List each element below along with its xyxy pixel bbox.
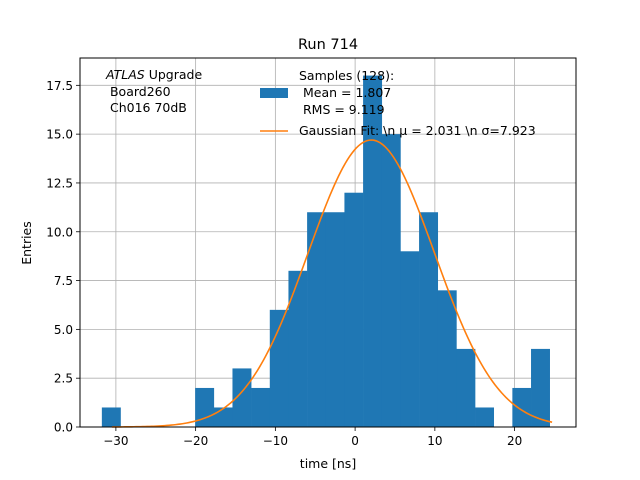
y-tick-label: 17.5	[46, 79, 73, 93]
atlas-label: ATLAS	[105, 67, 145, 82]
legend-samples-line-1: Samples (128):	[299, 68, 394, 83]
histogram-bar	[344, 192, 364, 427]
y-tick-label: 5.0	[54, 323, 73, 337]
x-tick-label: −30	[103, 434, 128, 448]
histogram-bar	[363, 75, 383, 428]
x-axis-ticks: −30 −20 −10 0 10 20	[103, 427, 522, 448]
legend: Samples (128): Mean = 1.807 RMS = 9.119 …	[260, 68, 536, 138]
y-tick-label: 0.0	[54, 421, 73, 435]
histogram-bar	[456, 348, 476, 427]
histogram-bar	[400, 251, 420, 427]
gaussian-fit-line	[111, 139, 553, 428]
histogram-bar	[101, 407, 121, 427]
annotation-line-3: Ch016 70dB	[106, 100, 187, 115]
atlas-annotation: ATLAS Upgrade Board260 Ch016 70dB	[105, 67, 202, 115]
y-axis-label: Entries	[19, 221, 34, 265]
gaussian-fit-layer	[111, 139, 553, 428]
x-tick-label: 20	[507, 434, 522, 448]
x-tick-label: −20	[183, 434, 208, 448]
x-tick-label: 0	[351, 434, 359, 448]
y-tick-label: 15.0	[46, 128, 73, 142]
y-tick-label: 10.0	[46, 225, 73, 239]
axes-frame	[79, 57, 577, 428]
histogram-bar	[381, 134, 401, 427]
y-tick-label: 7.5	[54, 274, 73, 288]
x-axis-label: time [ns]	[300, 456, 356, 471]
histogram-bar	[195, 387, 215, 427]
annotation-line-1: ATLAS Upgrade	[105, 67, 202, 82]
annotation-line-2: Board260	[106, 84, 171, 99]
histogram-bar	[419, 212, 439, 427]
chart-title: Run 714	[298, 37, 358, 53]
legend-samples-line-3: RMS = 9.119	[299, 102, 385, 117]
legend-samples-swatch	[260, 88, 288, 98]
y-axis-ticks: 0.0 2.5 5.0 7.5 10.0 12.5 15.0 17.5	[46, 79, 80, 435]
histogram-bars	[101, 75, 550, 428]
histogram-bar	[232, 368, 252, 427]
histogram-bar	[307, 212, 327, 427]
legend-samples-line-2: Mean = 1.807	[299, 85, 391, 100]
x-tick-label: −10	[263, 434, 288, 448]
histogram-bar	[512, 387, 532, 427]
y-tick-label: 12.5	[46, 176, 73, 190]
atlas-suffix: Upgrade	[145, 67, 203, 82]
y-tick-label: 2.5	[54, 372, 73, 386]
histogram-bar	[325, 212, 345, 427]
histogram-bar	[437, 290, 457, 427]
histogram-bar	[288, 270, 308, 427]
histogram-bar	[475, 407, 495, 427]
histogram-bar	[213, 407, 233, 427]
x-tick-label: 10	[427, 434, 442, 448]
histogram-bar	[531, 348, 550, 427]
histogram-bar	[251, 387, 271, 427]
legend-fit-label: Gaussian Fit: \n μ = 2.031 \n σ=7.923	[299, 123, 536, 138]
